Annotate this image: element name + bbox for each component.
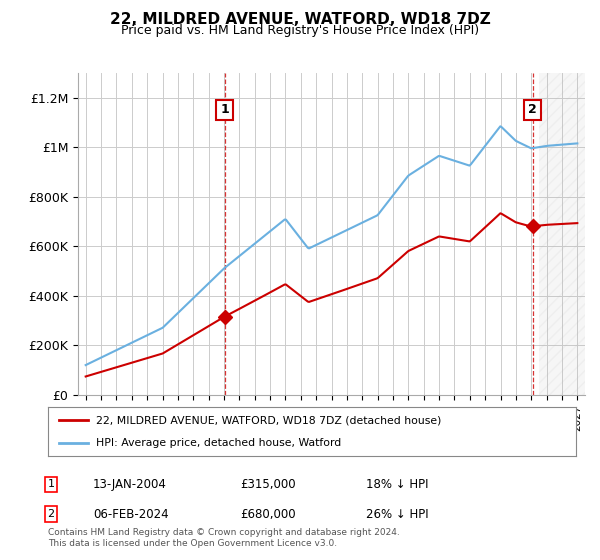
Text: 13-JAN-2004: 13-JAN-2004: [93, 478, 167, 491]
Text: HPI: Average price, detached house, Watford: HPI: Average price, detached house, Watf…: [95, 438, 341, 448]
Text: Price paid vs. HM Land Registry's House Price Index (HPI): Price paid vs. HM Land Registry's House …: [121, 24, 479, 37]
Text: 2: 2: [47, 509, 55, 519]
Text: 1: 1: [220, 104, 229, 116]
Text: 1: 1: [47, 479, 55, 489]
Text: 22, MILDRED AVENUE, WATFORD, WD18 7DZ (detached house): 22, MILDRED AVENUE, WATFORD, WD18 7DZ (d…: [95, 416, 441, 426]
Text: 06-FEB-2024: 06-FEB-2024: [93, 507, 169, 521]
Text: 18% ↓ HPI: 18% ↓ HPI: [366, 478, 428, 491]
Text: 22, MILDRED AVENUE, WATFORD, WD18 7DZ: 22, MILDRED AVENUE, WATFORD, WD18 7DZ: [110, 12, 490, 27]
Text: 2: 2: [528, 104, 537, 116]
Text: 26% ↓ HPI: 26% ↓ HPI: [366, 507, 428, 521]
Text: £680,000: £680,000: [240, 507, 296, 521]
Text: £315,000: £315,000: [240, 478, 296, 491]
Text: Contains HM Land Registry data © Crown copyright and database right 2024.
This d: Contains HM Land Registry data © Crown c…: [48, 528, 400, 548]
Bar: [539, 73, 585, 395]
